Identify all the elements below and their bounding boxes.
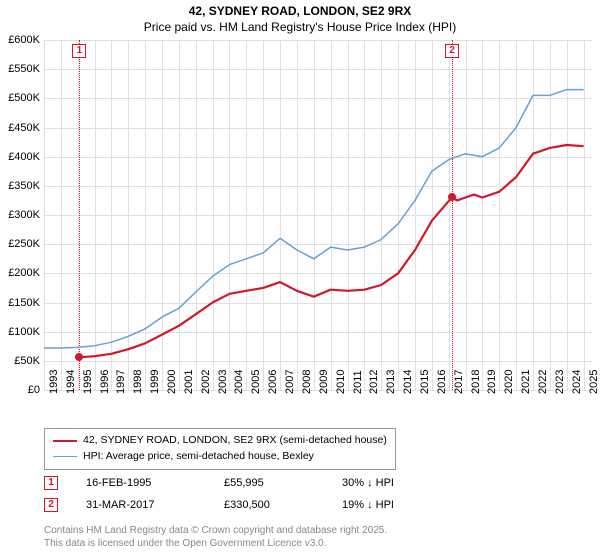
legend-swatch-red bbox=[53, 440, 77, 442]
attribution: Contains HM Land Registry data © Crown c… bbox=[44, 524, 387, 550]
x-tick-label: 2019 bbox=[486, 370, 498, 394]
event-data-row: 1 16-FEB-1995 £55,995 30% ↓ HPI bbox=[44, 472, 600, 494]
x-tick-label: 2013 bbox=[385, 370, 397, 394]
x-tick-label: 2000 bbox=[166, 370, 178, 394]
x-tick-label: 2016 bbox=[436, 370, 448, 394]
event-data-row: 2 31-MAR-2017 £330,500 19% ↓ HPI bbox=[44, 494, 600, 516]
legend-label-blue: HPI: Average price, semi-detached house,… bbox=[83, 449, 314, 465]
chart-title-block: 42, SYDNEY ROAD, LONDON, SE2 9RX Price p… bbox=[0, 0, 600, 35]
x-tick-label: 2006 bbox=[267, 370, 279, 394]
x-tick-label: 2011 bbox=[352, 370, 364, 394]
legend-item-red: 42, SYDNEY ROAD, LONDON, SE2 9RX (semi-d… bbox=[53, 433, 387, 449]
x-tick-label: 2009 bbox=[318, 370, 330, 394]
x-tick-label: 2003 bbox=[217, 370, 229, 394]
x-tick-label: 2005 bbox=[250, 370, 262, 394]
event-row-price: £55,995 bbox=[224, 477, 314, 489]
y-tick-label: £300K bbox=[0, 209, 40, 221]
event-row-marker: 1 bbox=[44, 476, 58, 490]
y-tick-label: £600K bbox=[0, 34, 40, 46]
x-tick-label: 2002 bbox=[200, 370, 212, 394]
event-data-table: 1 16-FEB-1995 £55,995 30% ↓ HPI 2 31-MAR-2017… bbox=[44, 472, 600, 516]
legend: 42, SYDNEY ROAD, LONDON, SE2 9RX (semi-d… bbox=[44, 428, 396, 470]
x-tick-label: 1993 bbox=[48, 370, 60, 394]
x-tick-label: 2023 bbox=[554, 370, 566, 394]
y-tick-label: £400K bbox=[0, 151, 40, 163]
event-row-diff: 19% ↓ HPI bbox=[342, 499, 394, 511]
x-tick-label: 2008 bbox=[301, 370, 313, 394]
x-tick-label: 1998 bbox=[132, 370, 144, 394]
y-tick-label: £100K bbox=[0, 326, 40, 338]
x-tick-label: 2015 bbox=[419, 370, 431, 394]
y-tick-label: £500K bbox=[0, 92, 40, 104]
y-tick-label: £150K bbox=[0, 297, 40, 309]
x-tick-label: 1996 bbox=[99, 370, 111, 394]
attribution-line-1: Contains HM Land Registry data © Crown c… bbox=[44, 524, 387, 537]
y-tick-label: £450K bbox=[0, 122, 40, 134]
series-lines bbox=[44, 40, 592, 390]
x-tick-label: 2022 bbox=[537, 370, 549, 394]
plot-area: 12 bbox=[44, 40, 592, 390]
legend-label-red: 42, SYDNEY ROAD, LONDON, SE2 9RX (semi-d… bbox=[83, 433, 387, 449]
y-tick-label: £550K bbox=[0, 63, 40, 75]
y-tick-label: £250K bbox=[0, 238, 40, 250]
x-tick-label: 2021 bbox=[520, 370, 532, 394]
x-tick-label: 2004 bbox=[233, 370, 245, 394]
y-tick-label: £200K bbox=[0, 267, 40, 279]
x-tick-label: 2024 bbox=[571, 370, 583, 394]
x-tick-label: 2012 bbox=[368, 370, 380, 394]
x-tick-label: 2018 bbox=[470, 370, 482, 394]
title-line-2: Price paid vs. HM Land Registry's House … bbox=[0, 20, 600, 36]
event-row-diff: 30% ↓ HPI bbox=[342, 477, 394, 489]
x-tick-label: 1994 bbox=[65, 370, 77, 394]
x-tick-label: 2020 bbox=[503, 370, 515, 394]
y-tick-label: £0 bbox=[0, 384, 40, 396]
x-tick-label: 2010 bbox=[335, 370, 347, 394]
x-tick-label: 2025 bbox=[588, 370, 600, 394]
x-tick-label: 1997 bbox=[115, 370, 127, 394]
x-tick-label: 1999 bbox=[149, 370, 161, 394]
legend-item-blue: HPI: Average price, semi-detached house,… bbox=[53, 449, 387, 465]
legend-swatch-blue bbox=[53, 456, 77, 458]
x-tick-label: 2014 bbox=[402, 370, 414, 394]
event-row-price: £330,500 bbox=[224, 499, 314, 511]
y-tick-label: £50K bbox=[0, 355, 40, 367]
series-red bbox=[79, 145, 583, 357]
x-tick-label: 2017 bbox=[453, 370, 465, 394]
event-row-marker: 2 bbox=[44, 498, 58, 512]
x-tick-label: 2001 bbox=[183, 370, 195, 394]
attribution-line-2: This data is licensed under the Open Gov… bbox=[44, 537, 387, 550]
x-tick-label: 1995 bbox=[82, 370, 94, 394]
x-tick-label: 2007 bbox=[284, 370, 296, 394]
chart-container: 42, SYDNEY ROAD, LONDON, SE2 9RX Price p… bbox=[0, 0, 600, 560]
event-row-date: 31-MAR-2017 bbox=[86, 499, 196, 511]
series-blue bbox=[44, 90, 584, 348]
title-line-1: 42, SYDNEY ROAD, LONDON, SE2 9RX bbox=[0, 4, 600, 20]
y-tick-label: £350K bbox=[0, 180, 40, 192]
event-row-date: 16-FEB-1995 bbox=[86, 477, 196, 489]
